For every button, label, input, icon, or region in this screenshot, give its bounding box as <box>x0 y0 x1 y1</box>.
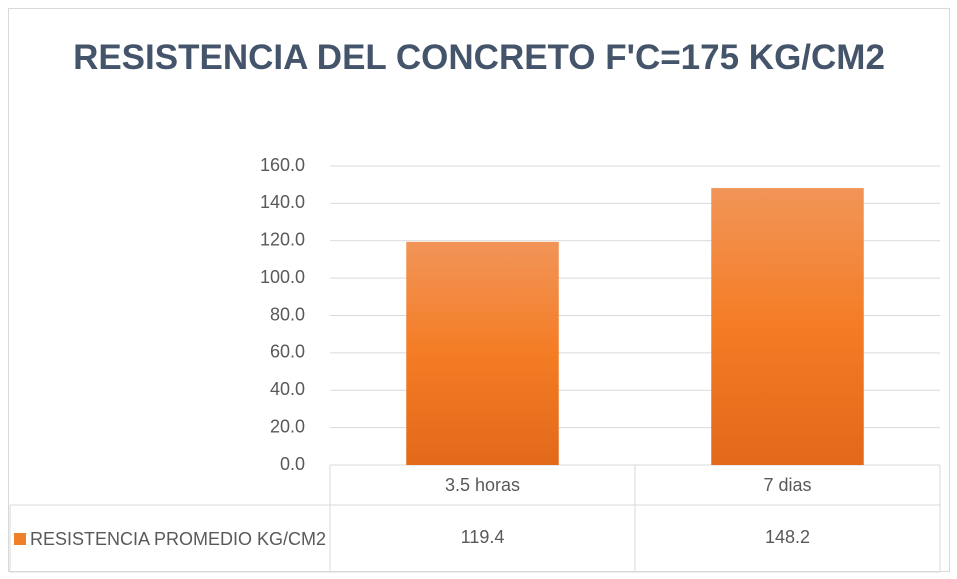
y-tick-label: 120.0 <box>260 230 305 250</box>
table-value: 119.4 <box>461 527 505 547</box>
y-tick-label: 0.0 <box>280 454 305 474</box>
y-tick-label: 160.0 <box>260 155 305 175</box>
y-tick-label: 40.0 <box>270 379 305 399</box>
x-tick-label: 7 dias <box>763 475 811 495</box>
y-tick-label: 100.0 <box>260 267 305 287</box>
legend-key <box>13 532 26 545</box>
y-tick-label: 80.0 <box>270 304 305 324</box>
x-tick-label: 3.5 horas <box>445 475 520 495</box>
y-tick-label: 20.0 <box>270 416 305 436</box>
y-tick-label: 60.0 <box>270 342 305 362</box>
legend-label: RESISTENCIA PROMEDIO KG/CM2 <box>29 528 327 549</box>
table-value: 148.2 <box>765 527 810 547</box>
chart-title: RESISTENCIA DEL CONCRETO F'C=175 KG/CM2 <box>73 38 885 77</box>
bar <box>711 188 864 465</box>
y-tick-label: 140.0 <box>260 192 305 212</box>
bar <box>406 241 559 465</box>
legend-entry: RESISTENCIA PROMEDIO KG/CM2 <box>12 507 328 570</box>
